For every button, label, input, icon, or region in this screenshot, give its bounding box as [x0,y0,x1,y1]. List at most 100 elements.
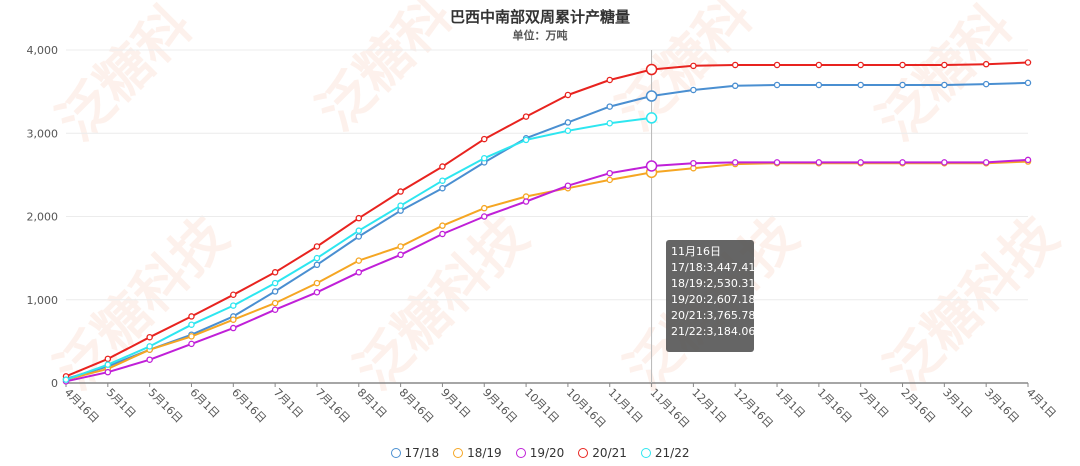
data-point [271,279,279,287]
data-point [439,163,446,170]
data-point [773,159,781,166]
legend-item-20-21[interactable]: 20/21 [578,446,627,460]
legend-label: 20/21 [592,446,627,460]
data-point [104,355,112,363]
data-point [606,76,613,84]
data-point [1024,79,1032,87]
data-point [271,288,279,295]
x-tick-label: 2月1日 [857,386,892,421]
data-point [899,159,906,166]
x-tick-label: 6月16日 [229,386,269,426]
data-point [899,81,906,89]
data-point [941,159,948,166]
y-tick-label: 4,000 [27,44,59,57]
legend-item-21-22[interactable]: 21/22 [640,446,690,460]
data-point [606,176,613,184]
data-point [941,61,948,69]
data-point [146,356,153,363]
data-point [146,343,153,350]
data-point [313,261,321,269]
legend-swatch [515,448,526,458]
tooltip-header: 11月16日 [671,245,721,258]
x-tick-label: 1月1日 [773,386,808,421]
legend-label: 17/18 [404,446,440,460]
data-point [397,251,404,259]
x-tick-label: 12月16日 [731,386,776,431]
x-tick-label: 2月16日 [898,386,938,426]
data-point [188,333,195,340]
data-point [815,159,823,166]
x-tick-label: 4月1日 [1024,386,1059,421]
data-point [522,198,530,205]
data-point [1024,156,1032,164]
data-point [188,313,195,320]
data-point [645,90,658,102]
data-point [481,135,488,143]
data-point [230,316,237,323]
series-line [65,61,1029,378]
data-point [481,213,488,220]
x-tick-label: 8月1日 [355,386,390,421]
legend-label: 18/19 [467,446,502,460]
x-tick-label: 10月16日 [564,386,609,431]
data-point [773,81,781,89]
x-tick-label: 3月1日 [940,386,975,421]
x-tick-label: 12月1日 [689,386,729,426]
data-point [690,62,697,70]
data-point [564,182,572,189]
x-tick-label: 9月1日 [438,386,473,421]
legend-item-17-18[interactable]: 17/18 [390,446,440,460]
data-point [731,82,739,90]
data-point [815,81,823,89]
legend-item-19-20[interactable]: 19/20 [515,446,565,460]
data-point [146,333,153,341]
data-point [481,204,488,212]
data-point [606,120,613,127]
data-point [271,299,279,307]
series-line [65,116,652,381]
data-point [62,376,70,383]
data-point [104,361,112,368]
data-point [481,154,488,162]
data-point [313,289,321,296]
data-point [230,324,237,332]
data-point [982,159,990,166]
data-point [439,184,446,192]
data-point [1024,59,1032,66]
data-point [564,119,572,126]
data-point [271,269,279,276]
data-point [355,214,363,222]
data-point [439,222,446,229]
tooltip-line: 21/22:3,184.06 [671,325,756,338]
legend-item-18-19[interactable]: 18/19 [453,446,502,460]
series-line [65,158,1029,383]
data-point [645,160,658,172]
data-point [941,81,948,89]
x-tick-label: 9月16日 [480,386,520,426]
tooltip-line: 20/21:3,765.78 [671,309,756,322]
data-point [606,169,613,177]
legend-label: 21/22 [654,446,690,460]
x-tick-label: 3月16日 [982,386,1022,426]
y-tick-label: 3,000 [27,127,59,140]
data-point [815,61,823,69]
data-point [188,340,195,348]
x-tick-label: 11月1日 [606,386,646,426]
data-point [355,269,363,276]
data-point [982,60,990,68]
legend-label: 19/20 [529,446,565,460]
x-tick-label: 7月1日 [271,386,306,421]
series-line [65,81,1029,380]
legend-swatch [453,448,464,458]
data-point [645,112,658,124]
tooltip-line: 17/18:3,447.41 [671,261,756,274]
data-point [731,61,739,69]
data-point [899,61,906,69]
data-point [355,257,363,264]
data-point [355,227,363,234]
x-tick-label: 8月16日 [396,386,436,426]
legend-swatch [578,448,589,458]
y-tick-label: 0 [51,377,58,390]
x-tick-label: 6月1日 [187,386,222,421]
